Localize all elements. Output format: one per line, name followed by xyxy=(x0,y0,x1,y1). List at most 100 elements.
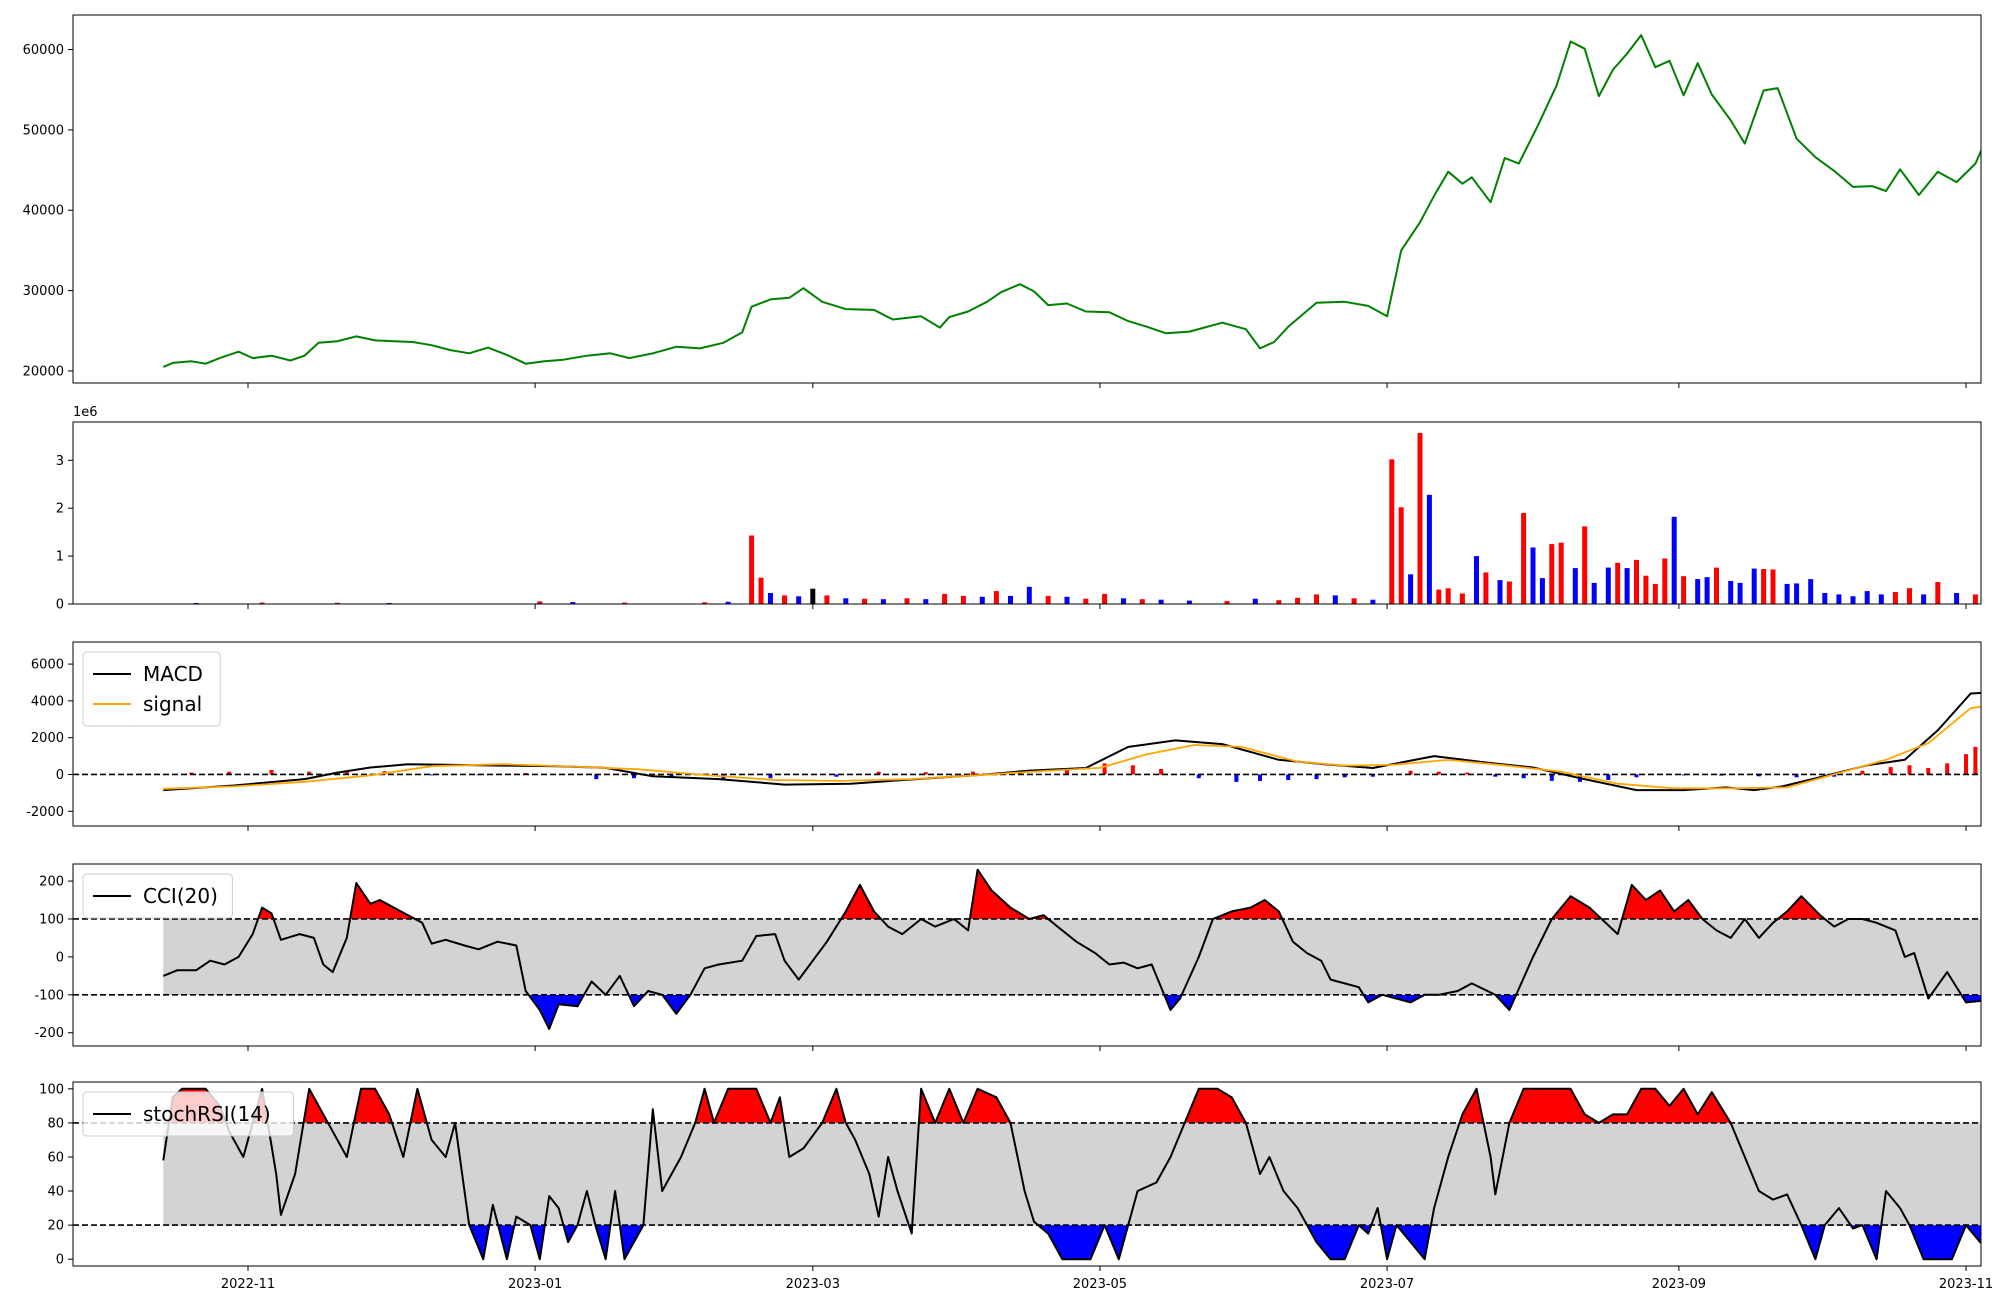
volume-bar-17 xyxy=(862,598,868,604)
volume-bar-21 xyxy=(942,593,948,604)
macd-axes-frame xyxy=(72,641,1982,827)
volume-bar-57 xyxy=(1539,578,1545,604)
macd-histogram-bar-24 xyxy=(1234,774,1239,782)
volume-bar-46 xyxy=(1417,433,1423,604)
volume-bar-60 xyxy=(1572,568,1578,604)
macd-histogram-bar-23 xyxy=(1196,774,1201,779)
volume-ytick-label-2: 2 xyxy=(56,502,64,517)
volume-bar-1 xyxy=(259,602,265,604)
macd-histogram-bar-42 xyxy=(1794,774,1799,778)
xtick-label-2: 2023-03 xyxy=(786,1277,840,1292)
volume-bar-82 xyxy=(1808,579,1814,604)
volume-bar-34 xyxy=(1186,600,1192,604)
cci-panel: -200 -100 0 100 200 CCI(20) xyxy=(34,863,1982,1051)
macd-legend-label-1: signal xyxy=(143,692,202,716)
volume-bar-39 xyxy=(1314,594,1319,604)
stochrsi-series-line-0 xyxy=(162,1087,1981,1261)
volume-bar-73 xyxy=(1704,577,1710,604)
volume-bar-89 xyxy=(1907,588,1912,604)
stochrsi-axes-frame xyxy=(72,1081,1982,1267)
price-ytick-label-3: 50000 xyxy=(23,123,64,138)
macd-histogram-bar-33 xyxy=(1493,774,1498,777)
macd-ytick-label-1: 0 xyxy=(56,768,64,783)
macd-histogram-bar-41 xyxy=(1756,774,1761,777)
macd-histogram-bar-9 xyxy=(594,774,599,780)
macd-histogram-bar-3 xyxy=(307,771,312,775)
volume-panel: 0 1 2 3 1e6 xyxy=(56,405,1982,613)
volume-bar-19 xyxy=(904,598,910,604)
volume-bar-14 xyxy=(810,588,816,604)
volume-bar-40 xyxy=(1332,595,1338,604)
volume-bar-70 xyxy=(1671,516,1677,604)
macd-histogram-bar-45 xyxy=(1888,767,1893,775)
volume-bar-53 xyxy=(1497,580,1503,604)
price-plot-area xyxy=(162,34,1981,368)
price-series-line-0 xyxy=(162,34,1981,368)
volume-bar-13 xyxy=(796,596,802,604)
volume-bar-86 xyxy=(1864,591,1870,604)
macd-histogram-bar-44 xyxy=(1860,770,1865,775)
macd-histogram-bar-15 xyxy=(876,771,881,775)
macd-histogram-bar-43 xyxy=(1832,774,1837,777)
volume-bar-22 xyxy=(960,595,966,604)
volume-bar-12 xyxy=(782,595,788,604)
macd-legend: MACD signal xyxy=(82,651,221,727)
macd-histogram-bar-16 xyxy=(923,772,928,775)
price-panel: 20000 30000 40000 50000 60000 xyxy=(23,14,1982,388)
macd-histogram-bar-30 xyxy=(1408,770,1413,775)
macd-histogram-bar-2 xyxy=(269,769,274,775)
volume-bar-55 xyxy=(1521,513,1527,604)
macd-histogram-bar-46 xyxy=(1907,765,1912,775)
volume-bar-51 xyxy=(1474,556,1479,604)
macd-histogram-bar-13 xyxy=(768,774,773,779)
macd-series-line-1 xyxy=(163,705,1981,790)
volume-bar-36 xyxy=(1252,598,1258,604)
volume-bar-92 xyxy=(1954,593,1960,604)
volume-bar-44 xyxy=(1398,507,1404,604)
macd-histogram-bar-48 xyxy=(1945,763,1950,775)
macd-histogram-bar-26 xyxy=(1286,774,1291,780)
xtick-label-5: 2023-09 xyxy=(1652,1277,1706,1292)
volume-plot-area xyxy=(193,433,1978,604)
volume-bar-29 xyxy=(1083,598,1089,604)
volume-bar-65 xyxy=(1624,568,1630,604)
macd-histogram-bar-10 xyxy=(632,774,636,779)
stochrsi-ytick-label-1: 20 xyxy=(47,1219,64,1234)
macd-ytick-label-2: 2000 xyxy=(31,731,64,746)
price-ytick-label-0: 20000 xyxy=(23,364,64,379)
volume-bar-35 xyxy=(1224,601,1230,604)
volume-bar-58 xyxy=(1549,544,1555,604)
macd-histogram-bar-29 xyxy=(1370,774,1375,777)
volume-bar-93 xyxy=(1972,594,1978,604)
volume-bar-30 xyxy=(1102,593,1108,604)
volume-bar-42 xyxy=(1370,599,1376,604)
macd-panel: -2000 0 2000 4000 6000 MACD signal xyxy=(26,641,1982,831)
xtick-label-4: 2023-07 xyxy=(1360,1277,1414,1292)
volume-bar-79 xyxy=(1770,569,1776,604)
volume-bar-23 xyxy=(979,596,985,604)
volume-bar-87 xyxy=(1878,594,1884,604)
volume-bar-27 xyxy=(1045,595,1051,604)
stochrsi-panel: 0 20 40 60 80 100 stochRSI(14) xyxy=(39,1081,1982,1271)
cci-plot-area xyxy=(73,868,1981,1030)
cci-ytick-label-3: 100 xyxy=(39,912,64,927)
volume-bar-31 xyxy=(1121,598,1126,604)
volume-bar-15 xyxy=(824,595,830,604)
macd-histogram-bar-49 xyxy=(1964,754,1968,775)
macd-legend-box xyxy=(82,651,221,727)
macd-histogram-bar-6 xyxy=(429,774,434,776)
macd-histogram-bar-27 xyxy=(1314,774,1319,780)
volume-bar-72 xyxy=(1695,579,1701,604)
volume-bar-45 xyxy=(1408,574,1414,604)
volume-exponent-label: 1e6 xyxy=(73,405,98,420)
volume-ytick-label-1: 1 xyxy=(56,550,64,565)
macd-histogram-bar-20 xyxy=(1102,763,1107,775)
volume-bar-5 xyxy=(570,602,576,604)
price-ytick-label-4: 60000 xyxy=(23,43,64,58)
stochrsi-ytick-label-4: 80 xyxy=(47,1116,64,1131)
macd-histogram-bar-17 xyxy=(970,771,975,775)
macd-ytick-label-4: 6000 xyxy=(31,658,64,673)
stochrsi-legend-box xyxy=(82,1091,294,1137)
volume-bar-41 xyxy=(1351,598,1357,604)
volume-bar-63 xyxy=(1605,567,1611,604)
